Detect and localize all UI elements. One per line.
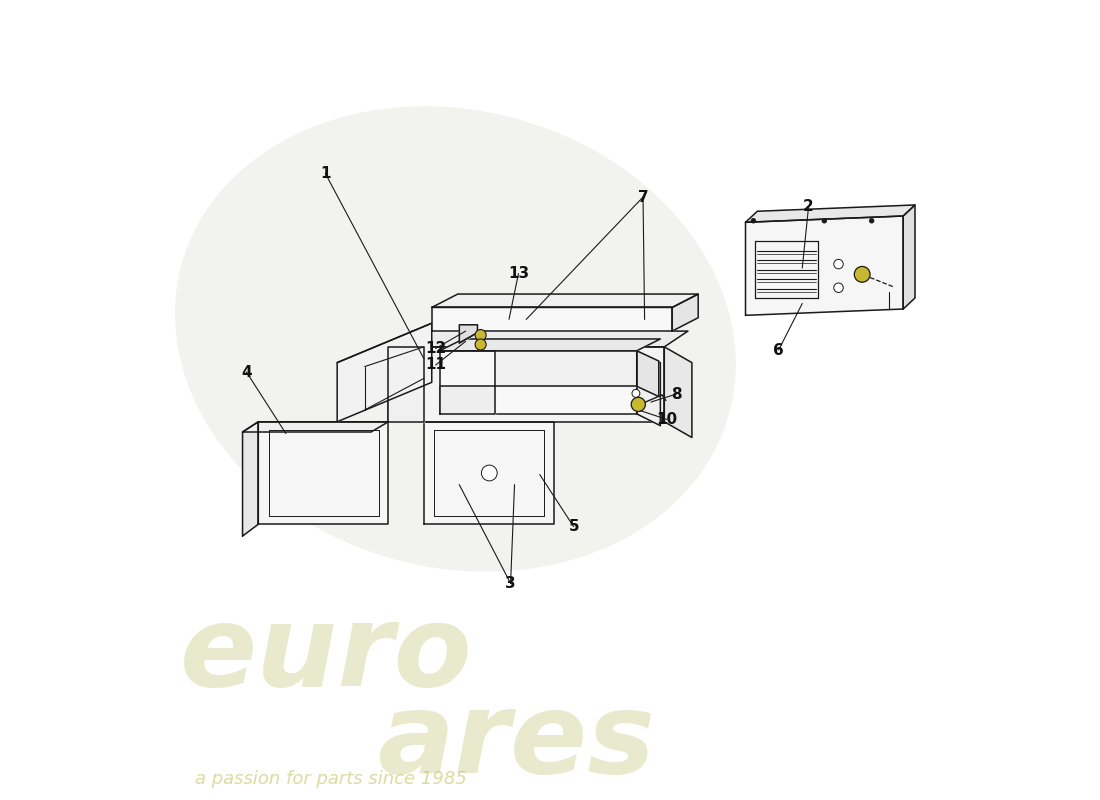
Polygon shape bbox=[746, 216, 903, 315]
Text: ares: ares bbox=[376, 686, 654, 797]
Text: 1: 1 bbox=[320, 166, 331, 181]
Ellipse shape bbox=[175, 106, 736, 572]
Circle shape bbox=[482, 465, 497, 481]
Text: 5: 5 bbox=[569, 519, 579, 534]
Text: euro: euro bbox=[179, 599, 472, 710]
Circle shape bbox=[855, 266, 870, 282]
Text: 7: 7 bbox=[638, 190, 648, 205]
Circle shape bbox=[822, 218, 827, 223]
Circle shape bbox=[869, 218, 874, 223]
Polygon shape bbox=[440, 386, 495, 414]
Polygon shape bbox=[388, 347, 424, 422]
Polygon shape bbox=[243, 422, 258, 536]
Polygon shape bbox=[440, 351, 637, 414]
Text: 2: 2 bbox=[803, 199, 814, 214]
Polygon shape bbox=[664, 347, 692, 438]
Text: 13: 13 bbox=[508, 266, 529, 281]
Polygon shape bbox=[243, 422, 388, 432]
Text: 10: 10 bbox=[656, 412, 678, 427]
Polygon shape bbox=[440, 339, 660, 351]
Polygon shape bbox=[746, 205, 915, 222]
Polygon shape bbox=[432, 307, 672, 331]
Polygon shape bbox=[637, 351, 659, 397]
Polygon shape bbox=[903, 205, 915, 309]
Text: 8: 8 bbox=[671, 386, 681, 402]
Circle shape bbox=[834, 283, 844, 293]
Text: a passion for parts since 1985: a passion for parts since 1985 bbox=[196, 770, 468, 788]
Polygon shape bbox=[338, 323, 432, 422]
Polygon shape bbox=[672, 294, 698, 331]
Circle shape bbox=[751, 218, 756, 223]
Text: 4: 4 bbox=[241, 365, 252, 379]
Polygon shape bbox=[460, 325, 477, 343]
Text: 12: 12 bbox=[425, 341, 447, 356]
Polygon shape bbox=[432, 294, 698, 307]
Polygon shape bbox=[388, 347, 664, 422]
Circle shape bbox=[475, 330, 486, 341]
Text: 6: 6 bbox=[773, 342, 784, 358]
Polygon shape bbox=[637, 351, 660, 426]
Circle shape bbox=[632, 390, 640, 398]
Polygon shape bbox=[424, 422, 554, 524]
Polygon shape bbox=[495, 351, 637, 386]
Text: 3: 3 bbox=[505, 576, 516, 591]
Circle shape bbox=[475, 339, 486, 350]
Text: 11: 11 bbox=[426, 358, 447, 373]
Polygon shape bbox=[388, 331, 688, 347]
Polygon shape bbox=[258, 422, 388, 524]
Circle shape bbox=[834, 259, 844, 269]
Circle shape bbox=[631, 398, 646, 411]
